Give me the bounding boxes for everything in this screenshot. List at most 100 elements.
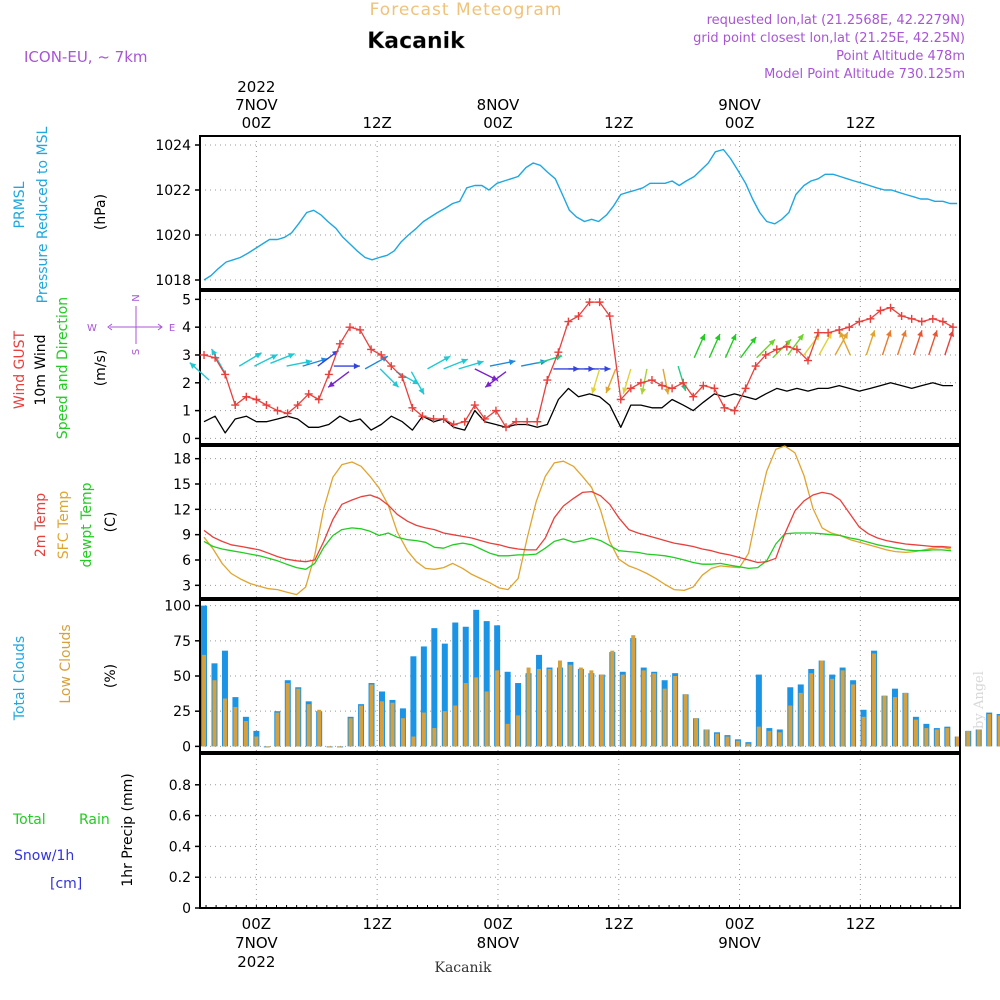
wind-barb-head-19 (485, 381, 492, 388)
low-cloud-bar-46 (683, 694, 688, 747)
wind-barb-head-4 (287, 353, 295, 359)
low-cloud-bar-52 (746, 743, 751, 747)
wind-barb-head-13 (418, 387, 425, 395)
requested-coords: requested lon,lat (21.2568E, 42.2279N) (707, 13, 965, 28)
wind-barb-25 (591, 368, 601, 394)
wind-barb-head-25 (591, 387, 597, 394)
wind-barb-head-0 (189, 362, 197, 369)
low-cloud-bar-33 (547, 668, 552, 747)
clouds-panel: 0 25 50 75 100 (164, 599, 1000, 755)
total-clouds-label: Total Clouds (12, 636, 28, 721)
location-title: Kacanik (367, 29, 466, 54)
low-cloud-bar-4 (243, 721, 248, 747)
wind-barb-7 (317, 349, 339, 367)
wind-barb-head-26 (605, 386, 612, 394)
low-cloud-bar-8 (285, 683, 290, 747)
wind-gust-marker-39 (605, 312, 614, 321)
time-top-label-2-1: 00Z (483, 114, 512, 132)
pressure-label-1: PRMSL (12, 181, 28, 228)
low-cloud-bar-24 (453, 705, 458, 747)
wind-barb-20 (520, 359, 547, 367)
low-clouds-label: Low Clouds (58, 624, 74, 703)
low-cloud-bar-51 (735, 740, 740, 747)
low-cloud-bar-53 (756, 726, 761, 747)
clouds-ytick-label-3: 75 (173, 634, 191, 650)
model-label: ICON-EU, ~ 7km (24, 48, 148, 66)
wind-barb-13 (410, 371, 425, 395)
precip-ytick-label-4: 0.8 (169, 778, 191, 794)
wind-gust-marker-58 (804, 356, 812, 365)
time-bottom-label-2-1: 8NOV (477, 934, 520, 952)
time-bottom-label-0-2: 2022 (237, 953, 275, 971)
time-bottom-label-2-0: 00Z (483, 915, 512, 933)
wind-dir-label: Speed and Direction (55, 297, 71, 439)
wind-gust-line (203, 301, 954, 428)
low-cloud-bar-16 (369, 684, 374, 747)
wind-barb-head-27 (622, 387, 628, 394)
low-cloud-bar-31 (526, 667, 531, 747)
wind-gust-marker-17 (377, 350, 386, 359)
wind-gust-marker-69 (917, 317, 926, 326)
wind-gust-marker-43 (647, 376, 656, 385)
wind-gust-marker-9 (293, 401, 302, 410)
wind-gust-marker-62 (845, 323, 854, 332)
wind-barb-16 (458, 360, 484, 370)
wind-barb-3 (254, 353, 278, 367)
wind-barb-39 (818, 331, 833, 356)
wind-gust-marker-47 (689, 392, 698, 401)
total-cloud-bar-30 (515, 683, 522, 747)
wind-barb-11 (379, 368, 400, 388)
wind-barb-head-11 (392, 380, 399, 388)
time-bottom-label-0-0: 00Z (242, 915, 271, 933)
temperature-panel: 3 6 9 12 15 18 (173, 445, 961, 599)
time-bottom-label-1-0: 12Z (362, 915, 391, 933)
wind-gust-marker-55 (772, 345, 781, 354)
low-cloud-bar-0 (202, 654, 207, 747)
wind-gust-marker-72 (948, 323, 957, 332)
low-cloud-bar-56 (788, 705, 793, 747)
low-cloud-bar-5 (254, 736, 259, 747)
total-cloud-bar-29 (504, 671, 511, 747)
temp2m-line (203, 490, 951, 564)
wind-barb-31 (693, 333, 706, 359)
low-cloud-bar-72 (955, 736, 960, 747)
wind-gust-marker-61 (835, 325, 844, 334)
time-top-label-0-2: 00Z (242, 114, 271, 132)
low-cloud-bar-54 (767, 730, 772, 747)
wind-barb-32 (708, 333, 721, 359)
precip-legend-snow: Snow/1h (14, 848, 74, 864)
wind-barb-37 (787, 333, 805, 356)
wind-gust-marker-21 (418, 412, 427, 421)
wind-ytick-label-5: 5 (182, 292, 191, 308)
wind-label: 10m Wind (33, 334, 49, 405)
wind-barb-head-31 (699, 334, 706, 341)
wind-barb-45 (913, 330, 923, 356)
wind-gust-marker-44 (658, 381, 667, 390)
clouds-ytick-label-0: 0 (182, 739, 191, 755)
low-cloud-bar-7 (275, 712, 280, 747)
wind-gust-marker-18 (387, 362, 396, 371)
wind-barb-17 (474, 368, 499, 382)
low-cloud-bar-64 (872, 653, 877, 747)
wind-gust-marker-67 (897, 312, 906, 321)
total-cloud-bar-24 (452, 622, 459, 747)
precip-ytick-label-2: 0.4 (169, 839, 191, 855)
wind-gust-marker-41 (626, 384, 635, 393)
watermark-title: Forecast Meteogram (370, 0, 563, 20)
dewpt-temp-line (203, 527, 951, 570)
pressure-label-2: Pressure Reduced to MSL (35, 126, 51, 303)
low-cloud-bar-55 (777, 732, 782, 747)
wind-gust-marker-19 (398, 373, 407, 382)
compass-icon: N S W E (87, 294, 175, 355)
wind-gust-marker-37 (585, 298, 594, 307)
total-cloud-bar-22 (431, 628, 438, 747)
wind-barb-head-14 (443, 356, 451, 362)
wind-barb-head-32 (714, 334, 721, 341)
time-top-label-0-1: 7NOV (235, 96, 278, 114)
wind-barb-44 (896, 330, 907, 356)
wind-barb-head-41 (839, 331, 845, 338)
wind-gust-marker-4 (242, 392, 251, 401)
compass-e: E (169, 323, 175, 334)
wind-gust-marker-70 (928, 314, 937, 323)
